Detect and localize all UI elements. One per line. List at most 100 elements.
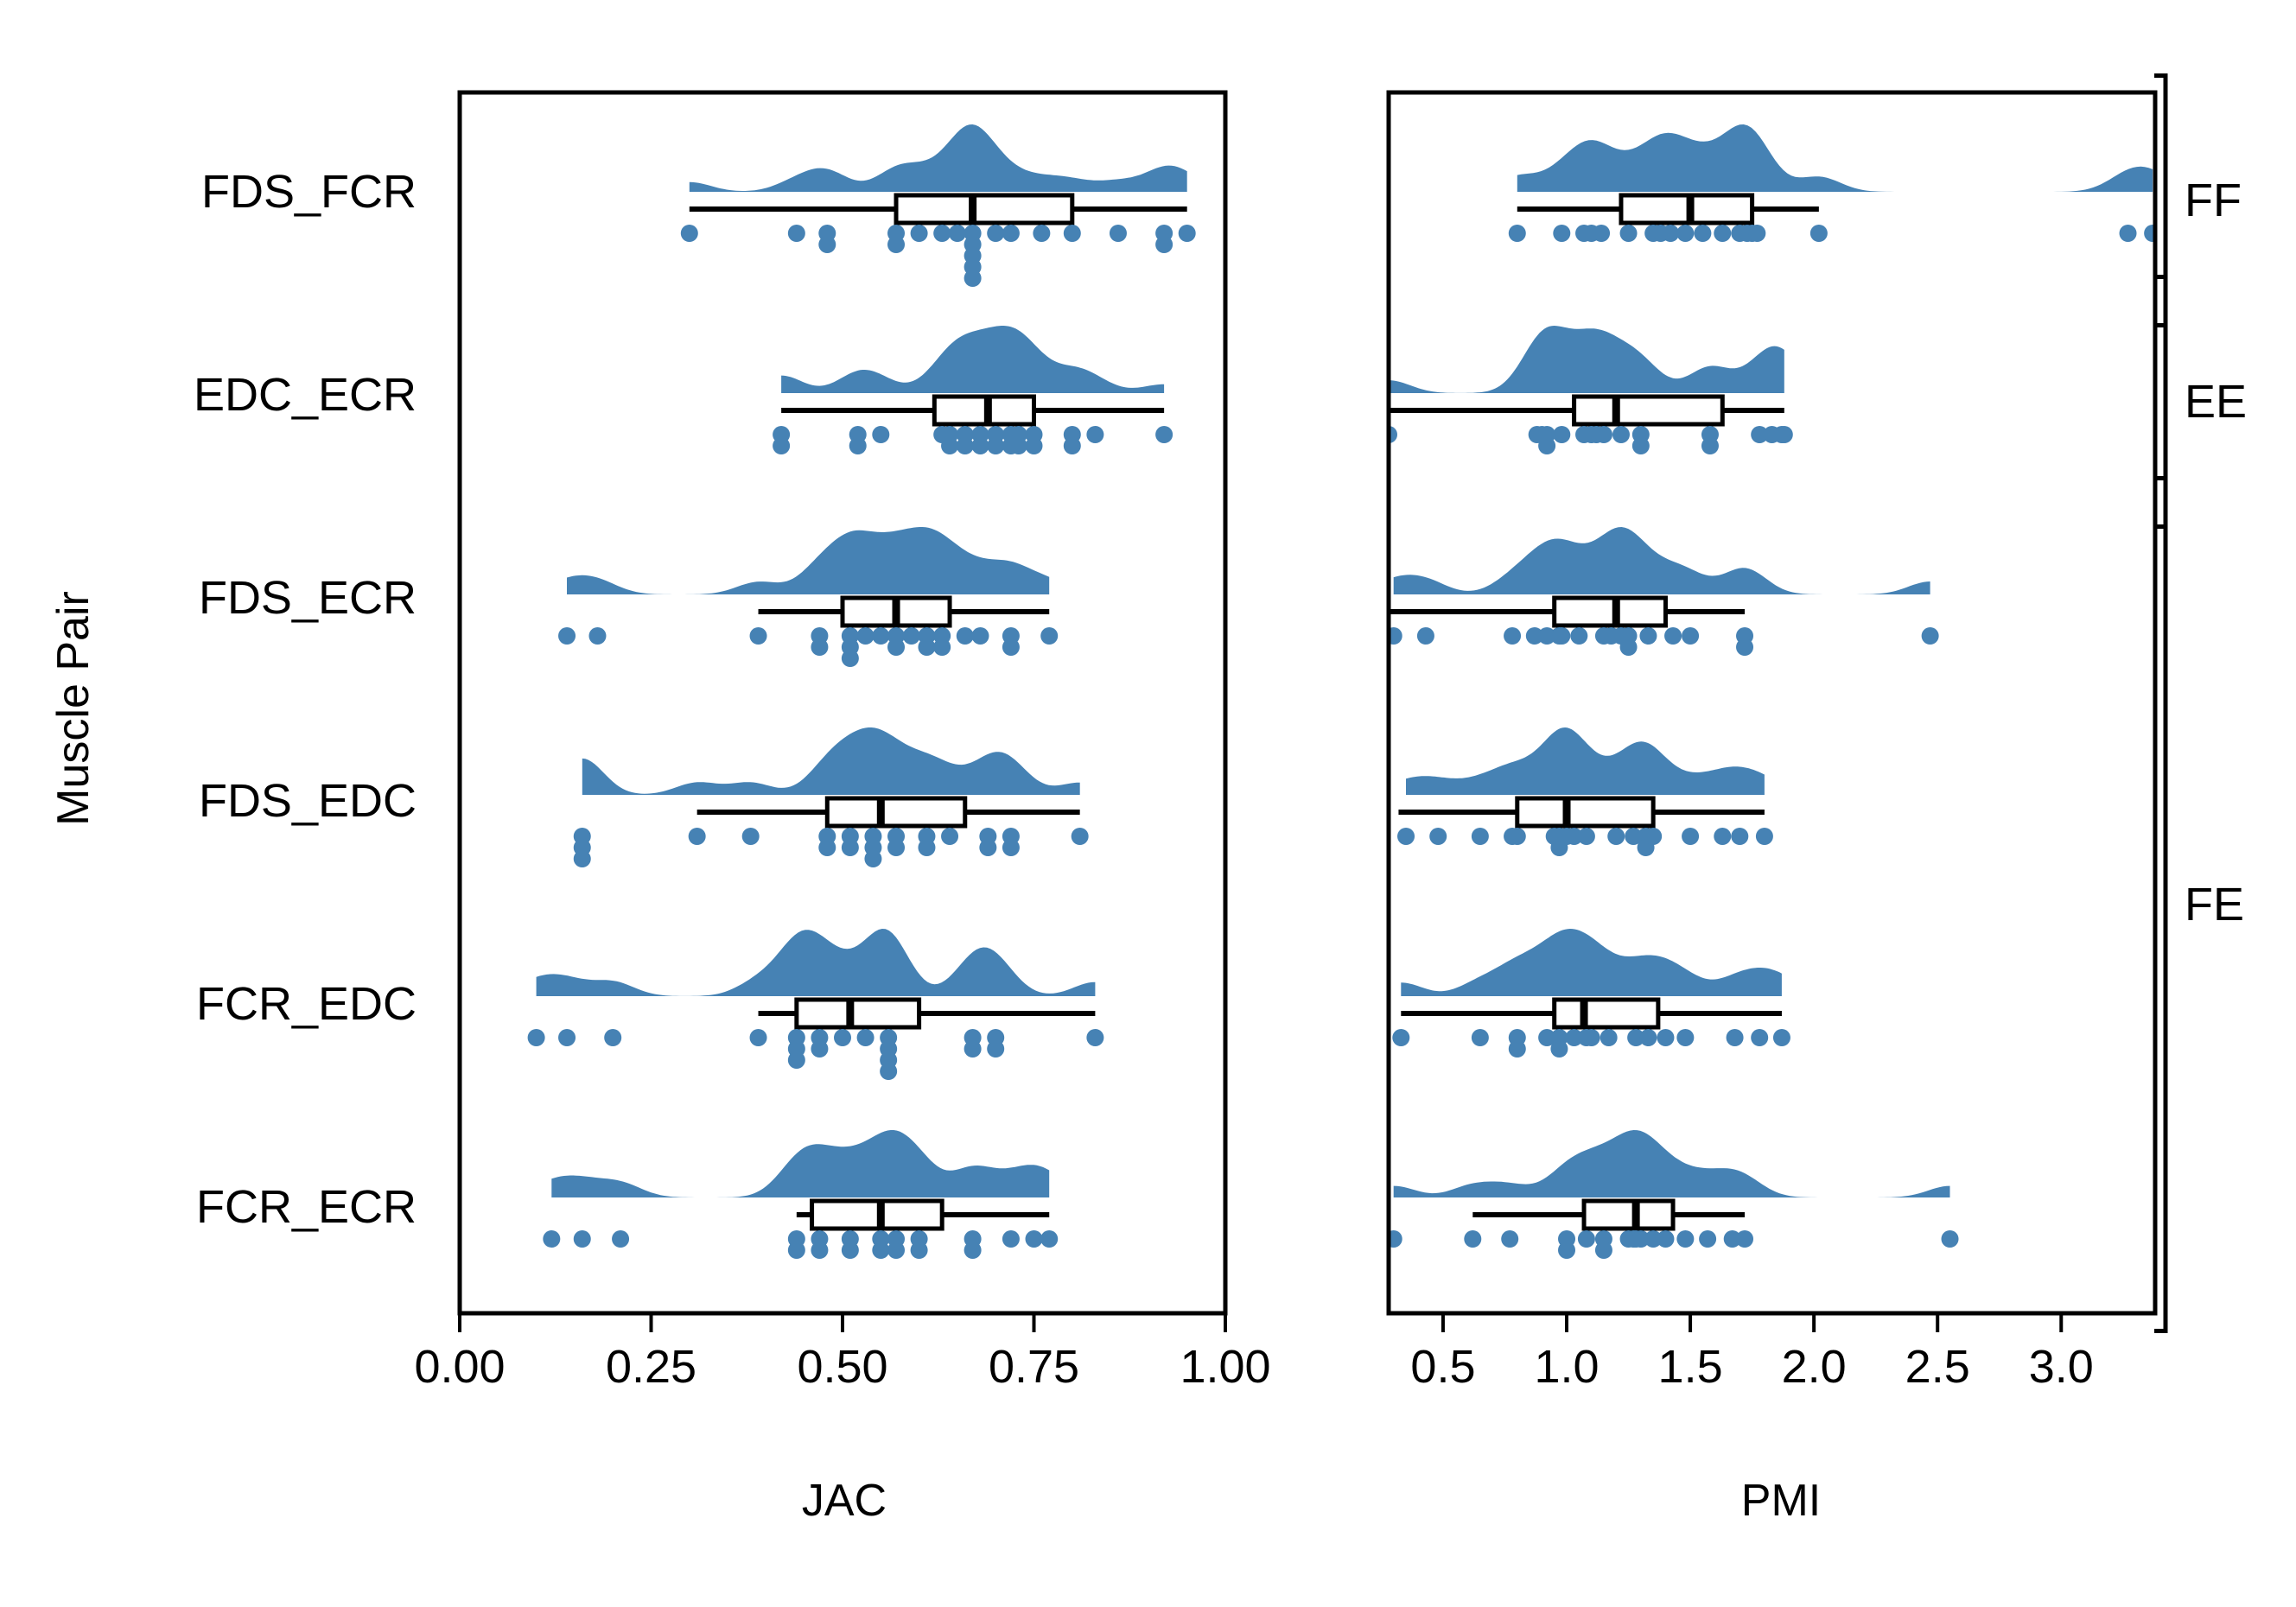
data-point: [543, 1230, 561, 1248]
data-point: [1525, 627, 1543, 645]
data-point: [1389, 627, 1402, 645]
data-point: [1501, 1230, 1519, 1248]
data-point: [941, 828, 959, 845]
data-point: [573, 850, 591, 867]
data-point: [558, 1029, 576, 1046]
data-point: [1577, 1230, 1595, 1248]
data-point: [834, 1029, 851, 1046]
group-label: FE: [2185, 879, 2244, 931]
data-point: [872, 627, 890, 645]
data-point: [1508, 1040, 1526, 1058]
data-point: [1809, 225, 1828, 242]
data-point: [1644, 828, 1663, 845]
data-point: [749, 1029, 767, 1046]
x-tick-label: 0.50: [797, 1341, 887, 1393]
data-point: [1565, 1029, 1583, 1046]
data-point: [964, 270, 982, 287]
data-point: [1389, 1230, 1402, 1248]
density-cloud-FDS_EDC: [582, 727, 1080, 795]
category-label: FDS_FCR: [201, 166, 417, 218]
density-cloud-FDS_FCR: [1517, 124, 2153, 192]
box-iqr: [1581, 1198, 1676, 1231]
data-point: [1471, 1029, 1489, 1046]
data-point: [688, 828, 706, 845]
data-point: [1593, 225, 1611, 242]
data-point: [1676, 1029, 1695, 1046]
data-point: [2119, 225, 2137, 242]
data-point: [1676, 1230, 1695, 1248]
density-cloud-FDS_EDC: [1406, 727, 1765, 795]
data-point: [811, 1242, 829, 1259]
density-cloud-FCR_ECR: [1393, 1130, 1950, 1197]
density-cloud-FDS_ECR: [1393, 527, 1930, 594]
data-point: [1553, 627, 1571, 645]
box-iqr: [1552, 595, 1668, 628]
category-label: FDS_ECR: [199, 572, 417, 624]
data-point: [1657, 1230, 1675, 1248]
data-point: [841, 839, 859, 856]
data-point: [1109, 225, 1127, 242]
box-iqr: [1572, 394, 1725, 427]
panel-content: [1389, 124, 2155, 1259]
group-bracket: [2154, 476, 2168, 1333]
data-point: [971, 627, 989, 645]
data-point: [1682, 627, 1700, 645]
data-point: [2144, 225, 2155, 242]
data-point: [1002, 225, 1020, 242]
data-point: [1736, 1230, 1754, 1248]
category-label: FCR_ECR: [196, 1181, 417, 1233]
group-bracket: [2154, 73, 2168, 327]
data-point: [1921, 627, 1939, 645]
data-point: [1464, 1230, 1482, 1248]
density-cloud-FCR_ECR: [551, 1130, 1050, 1197]
data-point: [918, 839, 936, 856]
data-point: [1748, 225, 1766, 242]
data-point: [1714, 225, 1732, 242]
data-point: [1538, 1029, 1556, 1046]
data-point: [1002, 1230, 1020, 1248]
category-label: EDC_ECR: [194, 369, 417, 421]
data-point: [941, 437, 959, 454]
panel-content: [527, 124, 1196, 1259]
data-point: [933, 225, 951, 242]
box-iqr: [894, 193, 1075, 225]
data-point: [1553, 426, 1571, 443]
data-point: [1714, 828, 1732, 845]
group-label: EE: [2185, 376, 2247, 428]
data-point: [787, 225, 805, 242]
x-axis-title-jac: JAC: [802, 1476, 887, 1526]
data-point: [1731, 828, 1749, 845]
data-point: [558, 627, 576, 645]
density-cloud-FCR_EDC: [1401, 929, 1782, 996]
data-point: [1594, 1242, 1612, 1259]
x-tick-label: 2.0: [1782, 1341, 1847, 1393]
data-point: [856, 627, 875, 645]
data-point: [887, 1242, 906, 1259]
data-point: [956, 437, 974, 454]
data-point: [1723, 1230, 1741, 1248]
jac-panel: 0.00 0.25 0.50 0.75 1.00: [414, 90, 1271, 1393]
box-iqr: [824, 796, 968, 829]
x-tick-label: 3.0: [2029, 1341, 2094, 1393]
data-point: [849, 437, 867, 454]
x-tick-label: 1.5: [1658, 1341, 1723, 1393]
data-point: [1508, 828, 1526, 845]
data-point: [1662, 225, 1680, 242]
data-point: [1619, 638, 1638, 656]
category-label: FDS_EDC: [199, 775, 417, 827]
x-tick-label: 1.0: [1534, 1341, 1599, 1393]
data-point: [1775, 426, 1793, 443]
density-cloud-EDC_ECR: [1389, 326, 1784, 393]
data-point: [1639, 627, 1657, 645]
data-point: [1550, 1040, 1568, 1058]
data-point: [918, 638, 936, 656]
data-point: [948, 225, 966, 242]
data-point: [1178, 225, 1196, 242]
data-point: [887, 638, 906, 656]
data-point: [1941, 1230, 1959, 1248]
data-point: [1558, 1242, 1576, 1259]
x-tick-label: 0.25: [606, 1341, 696, 1393]
group-bracket: [2154, 275, 2168, 529]
data-point: [588, 627, 607, 645]
density-cloud-FDS_ECR: [567, 527, 1050, 594]
